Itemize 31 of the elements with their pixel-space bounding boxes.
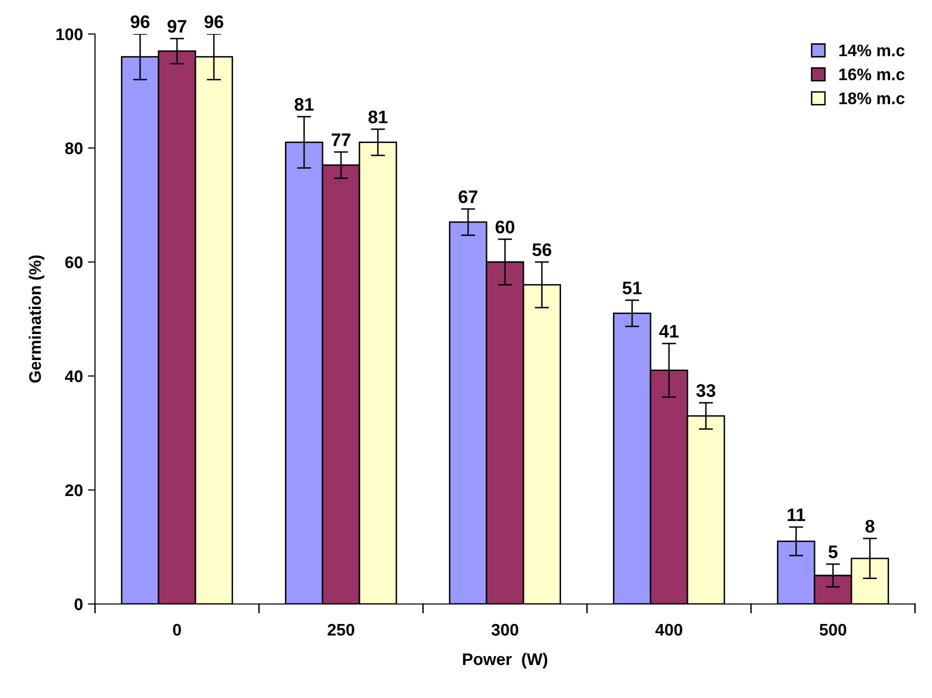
data-label: 81 (294, 98, 314, 111)
data-label: 81 (368, 110, 388, 124)
data-label: 67 (458, 190, 478, 204)
legend-label: 14% m.c (839, 44, 905, 56)
x-tick-label: 400 (655, 624, 682, 636)
x-tick-label: 0 (173, 624, 181, 636)
data-label: 56 (532, 243, 552, 256)
y-tick-label: 100 (56, 28, 83, 40)
data-label: 77 (332, 134, 350, 146)
data-label: 5 (828, 546, 838, 558)
x-tick-label: 250 (328, 624, 354, 636)
x-axis-title: Power (W) (463, 652, 548, 668)
data-label: 96 (204, 15, 224, 28)
y-tick-label: 40 (64, 370, 83, 382)
y-tick-label: 60 (65, 256, 83, 268)
y-tick-label: 20 (65, 484, 83, 496)
data-label: 8 (865, 520, 874, 533)
x-tick-label: 500 (820, 624, 846, 636)
data-label: 51 (622, 282, 642, 294)
legend-label: 16% m.c (839, 68, 905, 80)
data-label: 41 (659, 325, 679, 338)
x-tick-label: 300 (491, 624, 518, 636)
data-label: 97 (168, 20, 186, 33)
y-tick-label: 80 (65, 142, 83, 154)
y-tick-label: 0 (74, 598, 83, 610)
data-label: 33 (696, 384, 716, 397)
data-label: 96 (130, 15, 150, 28)
y-axis-title: Germination (%) (28, 255, 44, 383)
legend-label: 18% m.c (839, 92, 905, 104)
data-label: 11 (788, 508, 806, 522)
data-label: 60 (496, 220, 514, 234)
